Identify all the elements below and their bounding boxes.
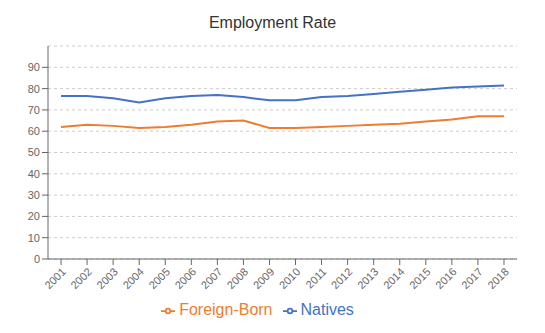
svg-text:50: 50 <box>28 146 40 158</box>
html-text:Natives: Natives <box>300 301 354 318</box>
svg-text:2008: 2008 <box>225 265 251 291</box>
svg-text:20: 20 <box>28 210 40 222</box>
svg-text:2011: 2011 <box>303 265 328 290</box>
svg-text:2015: 2015 <box>407 265 433 291</box>
svg-text:0: 0 <box>34 253 40 265</box>
svg-text:2006: 2006 <box>172 265 198 291</box>
svg-text:90: 90 <box>28 61 40 73</box>
svg-text:2004: 2004 <box>120 265 146 291</box>
svg-text:2012: 2012 <box>329 265 355 291</box>
svg-text:2016: 2016 <box>433 265 459 291</box>
svg-text:2010: 2010 <box>277 265 303 291</box>
svg-text:2003: 2003 <box>94 265 120 291</box>
svg-text:10: 10 <box>28 232 40 244</box>
svg-text:2007: 2007 <box>198 265 224 291</box>
svg-text:40: 40 <box>28 168 40 180</box>
svg-text:2014: 2014 <box>381 265 407 291</box>
svg-text:2013: 2013 <box>355 265 381 291</box>
svg-text:80: 80 <box>28 83 40 95</box>
svg-text:2017: 2017 <box>459 265 485 291</box>
svg-text:2009: 2009 <box>251 265 277 291</box>
html-text:Foreign-Born: Foreign-Born <box>179 301 273 318</box>
svg-text:70: 70 <box>28 104 40 116</box>
svg-text:2018: 2018 <box>485 265 511 291</box>
svg-text:30: 30 <box>28 189 40 201</box>
svg-text:2002: 2002 <box>68 265 94 291</box>
svg-text:2001: 2001 <box>42 265 68 291</box>
svg-text:2005: 2005 <box>146 265 172 291</box>
html-text:Employment Rate: Employment Rate <box>208 14 337 31</box>
svg-text:60: 60 <box>28 125 40 137</box>
